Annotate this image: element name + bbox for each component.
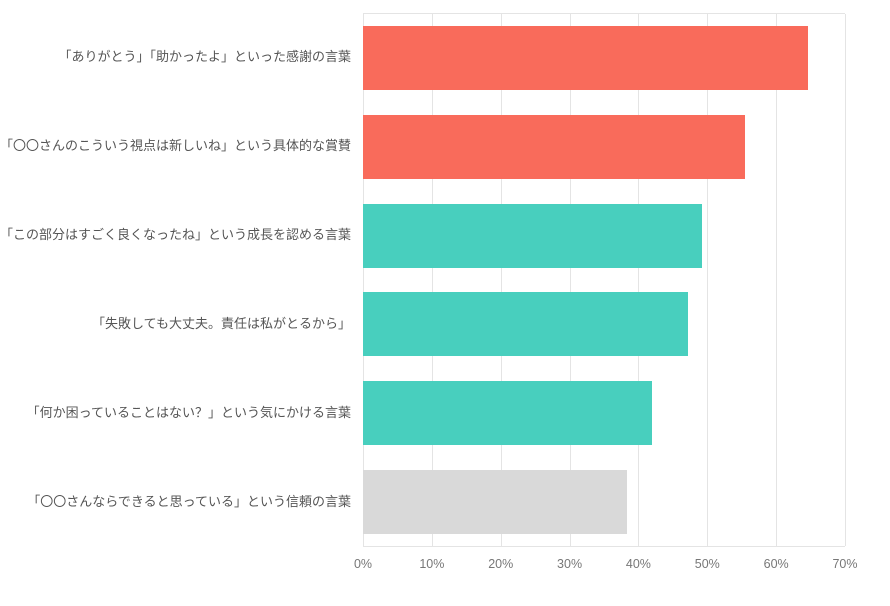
bar <box>363 115 746 179</box>
bars-container <box>363 14 845 546</box>
bar <box>363 203 703 268</box>
bar-row <box>363 369 845 458</box>
gridline <box>776 14 778 546</box>
category-label: 「何か困っていることはない？」という気にかける言葉 <box>26 405 351 421</box>
plot-wrap: 0% 10% 20% 30% 40% 50% 60% 70% <box>354 13 858 606</box>
x-tick-label: 70% <box>832 557 858 571</box>
x-tick-label: 20% <box>488 557 514 571</box>
bar <box>363 26 808 91</box>
gridline <box>638 14 640 546</box>
plot-area <box>363 13 846 547</box>
gridline <box>500 14 502 546</box>
x-tick-label: 40% <box>625 557 651 571</box>
x-tick-label: 60% <box>763 557 789 571</box>
bar <box>363 292 688 357</box>
bar-row <box>363 103 845 192</box>
bar-row <box>363 191 845 280</box>
x-tick-label: 50% <box>694 557 720 571</box>
category-label: 「ありがとう」「助かったよ」といった感謝の言葉 <box>58 49 351 65</box>
category-label: 「失敗しても大丈夫。責任は私がとるから」 <box>92 316 351 332</box>
x-tick-label: 10% <box>419 557 445 571</box>
category-label: 「〇〇さんのこういう視点は新しいね」という具体的な賞賛 <box>0 138 352 154</box>
gridline <box>707 14 709 546</box>
gridline <box>431 14 433 546</box>
x-tick-label: 0% <box>353 557 373 571</box>
category-label: 「この部分はすごく良くなったね」という成長を認める言葉 <box>0 227 352 243</box>
bar-row <box>363 457 845 546</box>
x-tick-label: 30% <box>557 557 583 571</box>
bar-row <box>363 14 845 103</box>
category-labels: 「ありがとう」「助かったよ」といった感謝の言葉「〇〇さんのこういう視点は新しいね… <box>0 13 363 547</box>
bar <box>363 381 652 445</box>
bar <box>363 469 628 534</box>
gridline <box>569 14 571 546</box>
gridline <box>363 14 364 546</box>
x-axis: 0% 10% 20% 30% 40% 50% 60% 70% <box>354 547 858 589</box>
gridline <box>845 14 846 546</box>
bar-row <box>363 280 845 369</box>
category-label: 「〇〇さんならできると思っている」という信頼の言葉 <box>27 494 351 510</box>
